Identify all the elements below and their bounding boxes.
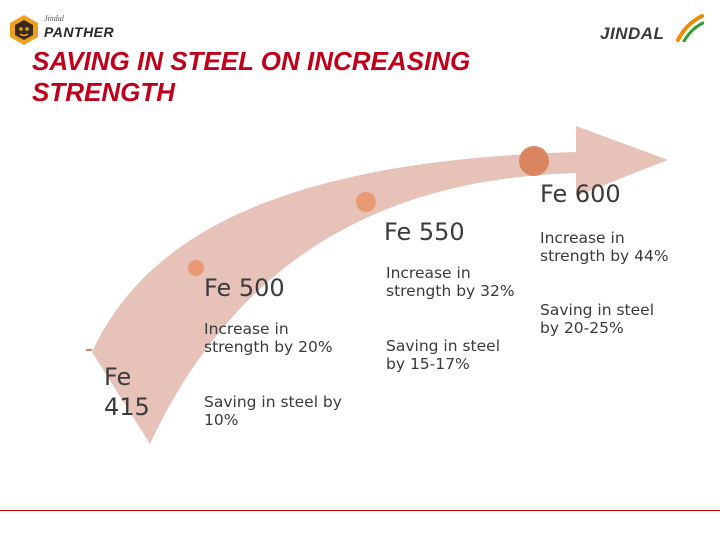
- marker-fe-500: [188, 260, 204, 276]
- fe-600-strength-note: Increase in strength by 44%: [540, 229, 669, 265]
- panther-badge-icon: [10, 15, 38, 45]
- fe-600-saving-note: Saving in steel by 20-25%: [540, 301, 654, 337]
- slide-title: SAVING IN STEEL ON INCREASING STRENGTH: [32, 46, 471, 107]
- fe-550-strength-note: Increase in strength by 32%: [386, 264, 515, 300]
- fe-500-saving-note: Saving in steel by 10%: [204, 393, 342, 429]
- grade-fe-600-label: Fe 600: [540, 180, 621, 208]
- fe-500-strength-note: Increase in strength by 20%: [204, 320, 333, 356]
- marker-fe-550: [356, 192, 376, 212]
- jindal-panther-logo: Jindal PANTHER: [8, 10, 118, 50]
- logo-brand-text: PANTHER: [44, 24, 115, 40]
- jindal-logo: JINDAL: [596, 14, 706, 48]
- fe-550-saving-note: Saving in steel by 15-17%: [386, 337, 500, 373]
- marker-fe-415: [86, 349, 92, 351]
- grade-fe-550-label: Fe 550: [384, 218, 465, 246]
- jindal-swoosh-icon: [676, 14, 704, 42]
- marker-fe-600: [519, 146, 549, 176]
- grade-fe-415-label: Fe 415: [104, 363, 150, 421]
- grade-fe-500-label: Fe 500: [204, 274, 285, 302]
- logo-brand-text: JINDAL: [600, 24, 665, 43]
- logo-subtext: Jindal: [44, 14, 64, 23]
- footer-divider: [0, 510, 720, 511]
- growth-arrow: [92, 126, 668, 444]
